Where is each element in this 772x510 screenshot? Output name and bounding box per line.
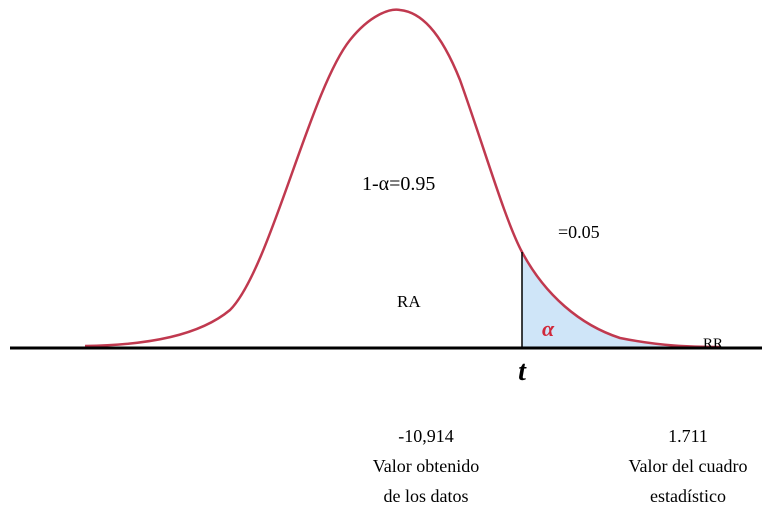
- critical-caption: Valor del cuadro: [629, 456, 748, 476]
- t-label: t: [518, 356, 527, 387]
- calculated-caption: de los datos: [384, 486, 469, 506]
- calculated-caption: Valor obtenido: [373, 456, 479, 476]
- ra-label: RA: [397, 292, 421, 311]
- density-curve: [84, 8, 721, 349]
- rr-label: RR: [703, 336, 723, 352]
- confidence-label: 1-α=0.95: [362, 173, 435, 195]
- critical-value: 1.711: [668, 426, 708, 446]
- calculated-value: -10,914: [398, 426, 454, 446]
- rejection-area: [522, 252, 720, 348]
- alpha-label: α: [542, 316, 555, 341]
- critical-caption: estadístico: [650, 486, 726, 506]
- significance-label: =0.05: [558, 222, 600, 242]
